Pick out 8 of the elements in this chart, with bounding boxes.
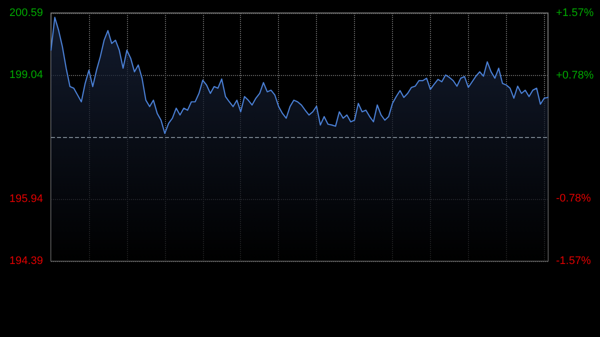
y2-tick-label: +1.57%	[556, 7, 594, 19]
y2-tick-label: -0.78%	[556, 192, 592, 205]
y-tick-label: 199.04	[9, 69, 43, 81]
y2-tick-label: -1.57%	[556, 255, 592, 267]
y2-tick-label: +0.78%	[556, 69, 594, 82]
y-tick-label: 200.59	[9, 7, 43, 19]
y-tick-label: 194.39	[9, 255, 43, 267]
y-tick-label: 195.94	[9, 193, 43, 205]
